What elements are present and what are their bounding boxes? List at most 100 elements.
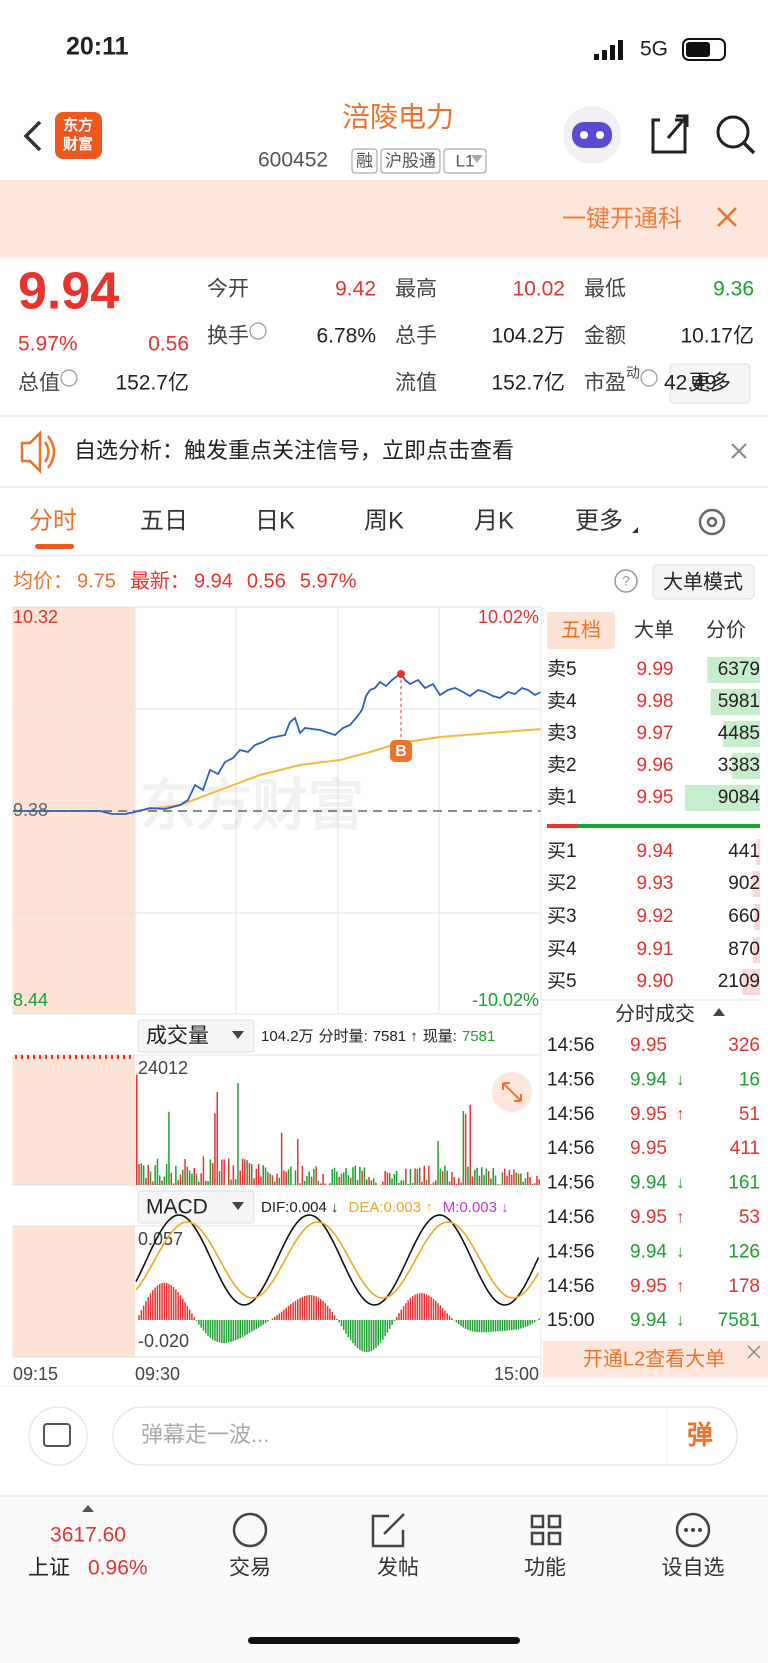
back-button[interactable] xyxy=(23,120,42,152)
macd-bar xyxy=(393,1320,396,1321)
volume-bar xyxy=(441,1170,444,1185)
volume-bar xyxy=(230,1179,232,1185)
macd-bar xyxy=(356,1320,359,1349)
macd-bar xyxy=(437,1303,439,1320)
premarket-tick xyxy=(21,1055,23,1059)
premarket-tick xyxy=(69,1055,71,1059)
macd-bar xyxy=(262,1320,264,1325)
volume-bar xyxy=(361,1170,363,1185)
macd-bar xyxy=(448,1315,451,1320)
macd-bar xyxy=(207,1320,209,1336)
notice-close[interactable] xyxy=(731,443,747,459)
macd-bar xyxy=(170,1285,172,1320)
settings-button[interactable] xyxy=(698,508,726,536)
volume-bar xyxy=(536,1175,538,1185)
macd-bar xyxy=(161,1282,163,1320)
macd-bar xyxy=(285,1307,287,1320)
banner-close[interactable] xyxy=(717,207,737,227)
volume-bar xyxy=(172,1183,175,1185)
volume-bar xyxy=(322,1173,324,1185)
buy-price: 9.93 xyxy=(637,873,674,894)
volume-bar xyxy=(276,1173,278,1185)
macd-bar xyxy=(248,1320,251,1333)
macd-bar xyxy=(361,1320,363,1352)
volume-bar xyxy=(508,1169,511,1185)
macd-bar xyxy=(405,1303,407,1320)
macd-bar xyxy=(145,1301,147,1320)
macd-bar xyxy=(306,1295,308,1320)
volume-bar xyxy=(292,1184,294,1185)
macd-bar xyxy=(216,1320,218,1342)
volume-bar xyxy=(506,1175,508,1185)
home-indicator xyxy=(248,1637,520,1644)
volume-bar xyxy=(303,1180,306,1185)
volume-bar xyxy=(175,1165,177,1185)
mode-button[interactable] xyxy=(652,564,755,600)
volume-bar xyxy=(407,1183,409,1185)
comment-input[interactable] xyxy=(112,1406,738,1466)
marker-badge xyxy=(390,740,412,762)
macd-bar xyxy=(533,1320,536,1323)
macd-dif xyxy=(135,1214,540,1306)
trade-direction: ↓ xyxy=(676,1311,685,1330)
share-button[interactable] xyxy=(651,114,689,154)
volume-bar xyxy=(375,1182,377,1185)
trade-price: 9.95 xyxy=(630,1276,667,1297)
macd-bar xyxy=(347,1320,350,1338)
macd-bar xyxy=(471,1320,474,1332)
info-icon xyxy=(60,369,78,387)
buy-depth-bar xyxy=(752,871,760,897)
volume-bar xyxy=(179,1174,182,1185)
macd-bar xyxy=(368,1320,370,1352)
macd-bar xyxy=(363,1320,366,1352)
volume-bar xyxy=(152,1181,154,1185)
volume-bar xyxy=(522,1181,524,1185)
search-button[interactable] xyxy=(716,115,750,149)
sell-volume: 6379 xyxy=(718,659,760,680)
macd-select[interactable] xyxy=(137,1190,255,1224)
macd-bar xyxy=(221,1320,223,1343)
volume-bar xyxy=(218,1170,221,1185)
macd-bar xyxy=(409,1298,412,1320)
signal-icon xyxy=(594,40,623,60)
volume-select[interactable] xyxy=(137,1019,255,1053)
index-name: 上证 xyxy=(28,1557,70,1580)
sell-label: 卖4 xyxy=(547,690,577,712)
sell-price: 9.97 xyxy=(637,723,674,744)
index-expand[interactable] xyxy=(82,1505,94,1512)
dropdown-icon[interactable] xyxy=(471,155,483,163)
volume-bar xyxy=(464,1113,467,1185)
volume-bar xyxy=(448,1181,451,1185)
l2-close[interactable] xyxy=(747,1345,761,1359)
macd-bar xyxy=(421,1293,423,1320)
comment-placeholder: 弹幕走一波... xyxy=(141,1422,269,1447)
trade-price: 9.95 xyxy=(630,1207,667,1228)
macd-bar xyxy=(506,1320,508,1331)
volume-bar xyxy=(391,1178,393,1185)
macd-bar xyxy=(439,1305,442,1320)
more-button[interactable] xyxy=(669,363,751,404)
macd-bar xyxy=(349,1320,352,1341)
sell-volume: 9084 xyxy=(718,787,761,808)
macd-bar xyxy=(290,1304,292,1320)
volume-bar xyxy=(389,1173,391,1185)
sell-price: 9.99 xyxy=(637,659,674,680)
volume-bar xyxy=(269,1173,271,1185)
volume-bar xyxy=(205,1180,207,1185)
volume-period-label: 分时量: xyxy=(319,1028,368,1045)
volume-bar xyxy=(182,1169,184,1185)
volume-bar xyxy=(165,1164,168,1185)
macd-bar xyxy=(138,1315,140,1320)
comment-settings[interactable] xyxy=(28,1406,88,1466)
help-icon[interactable] xyxy=(614,569,638,593)
buy-label: 买2 xyxy=(547,873,577,894)
speaker-waves xyxy=(43,435,56,469)
trade-volume: 411 xyxy=(730,1138,760,1159)
trade-price: 9.94 xyxy=(630,1173,667,1194)
volume-total: 104.2万 xyxy=(261,1028,314,1045)
macd-bar xyxy=(386,1320,389,1333)
collapse-icon[interactable] xyxy=(713,1008,725,1016)
trade-price: 9.94 xyxy=(630,1310,667,1331)
macd-bar xyxy=(283,1309,285,1320)
macd-bar xyxy=(182,1298,184,1320)
